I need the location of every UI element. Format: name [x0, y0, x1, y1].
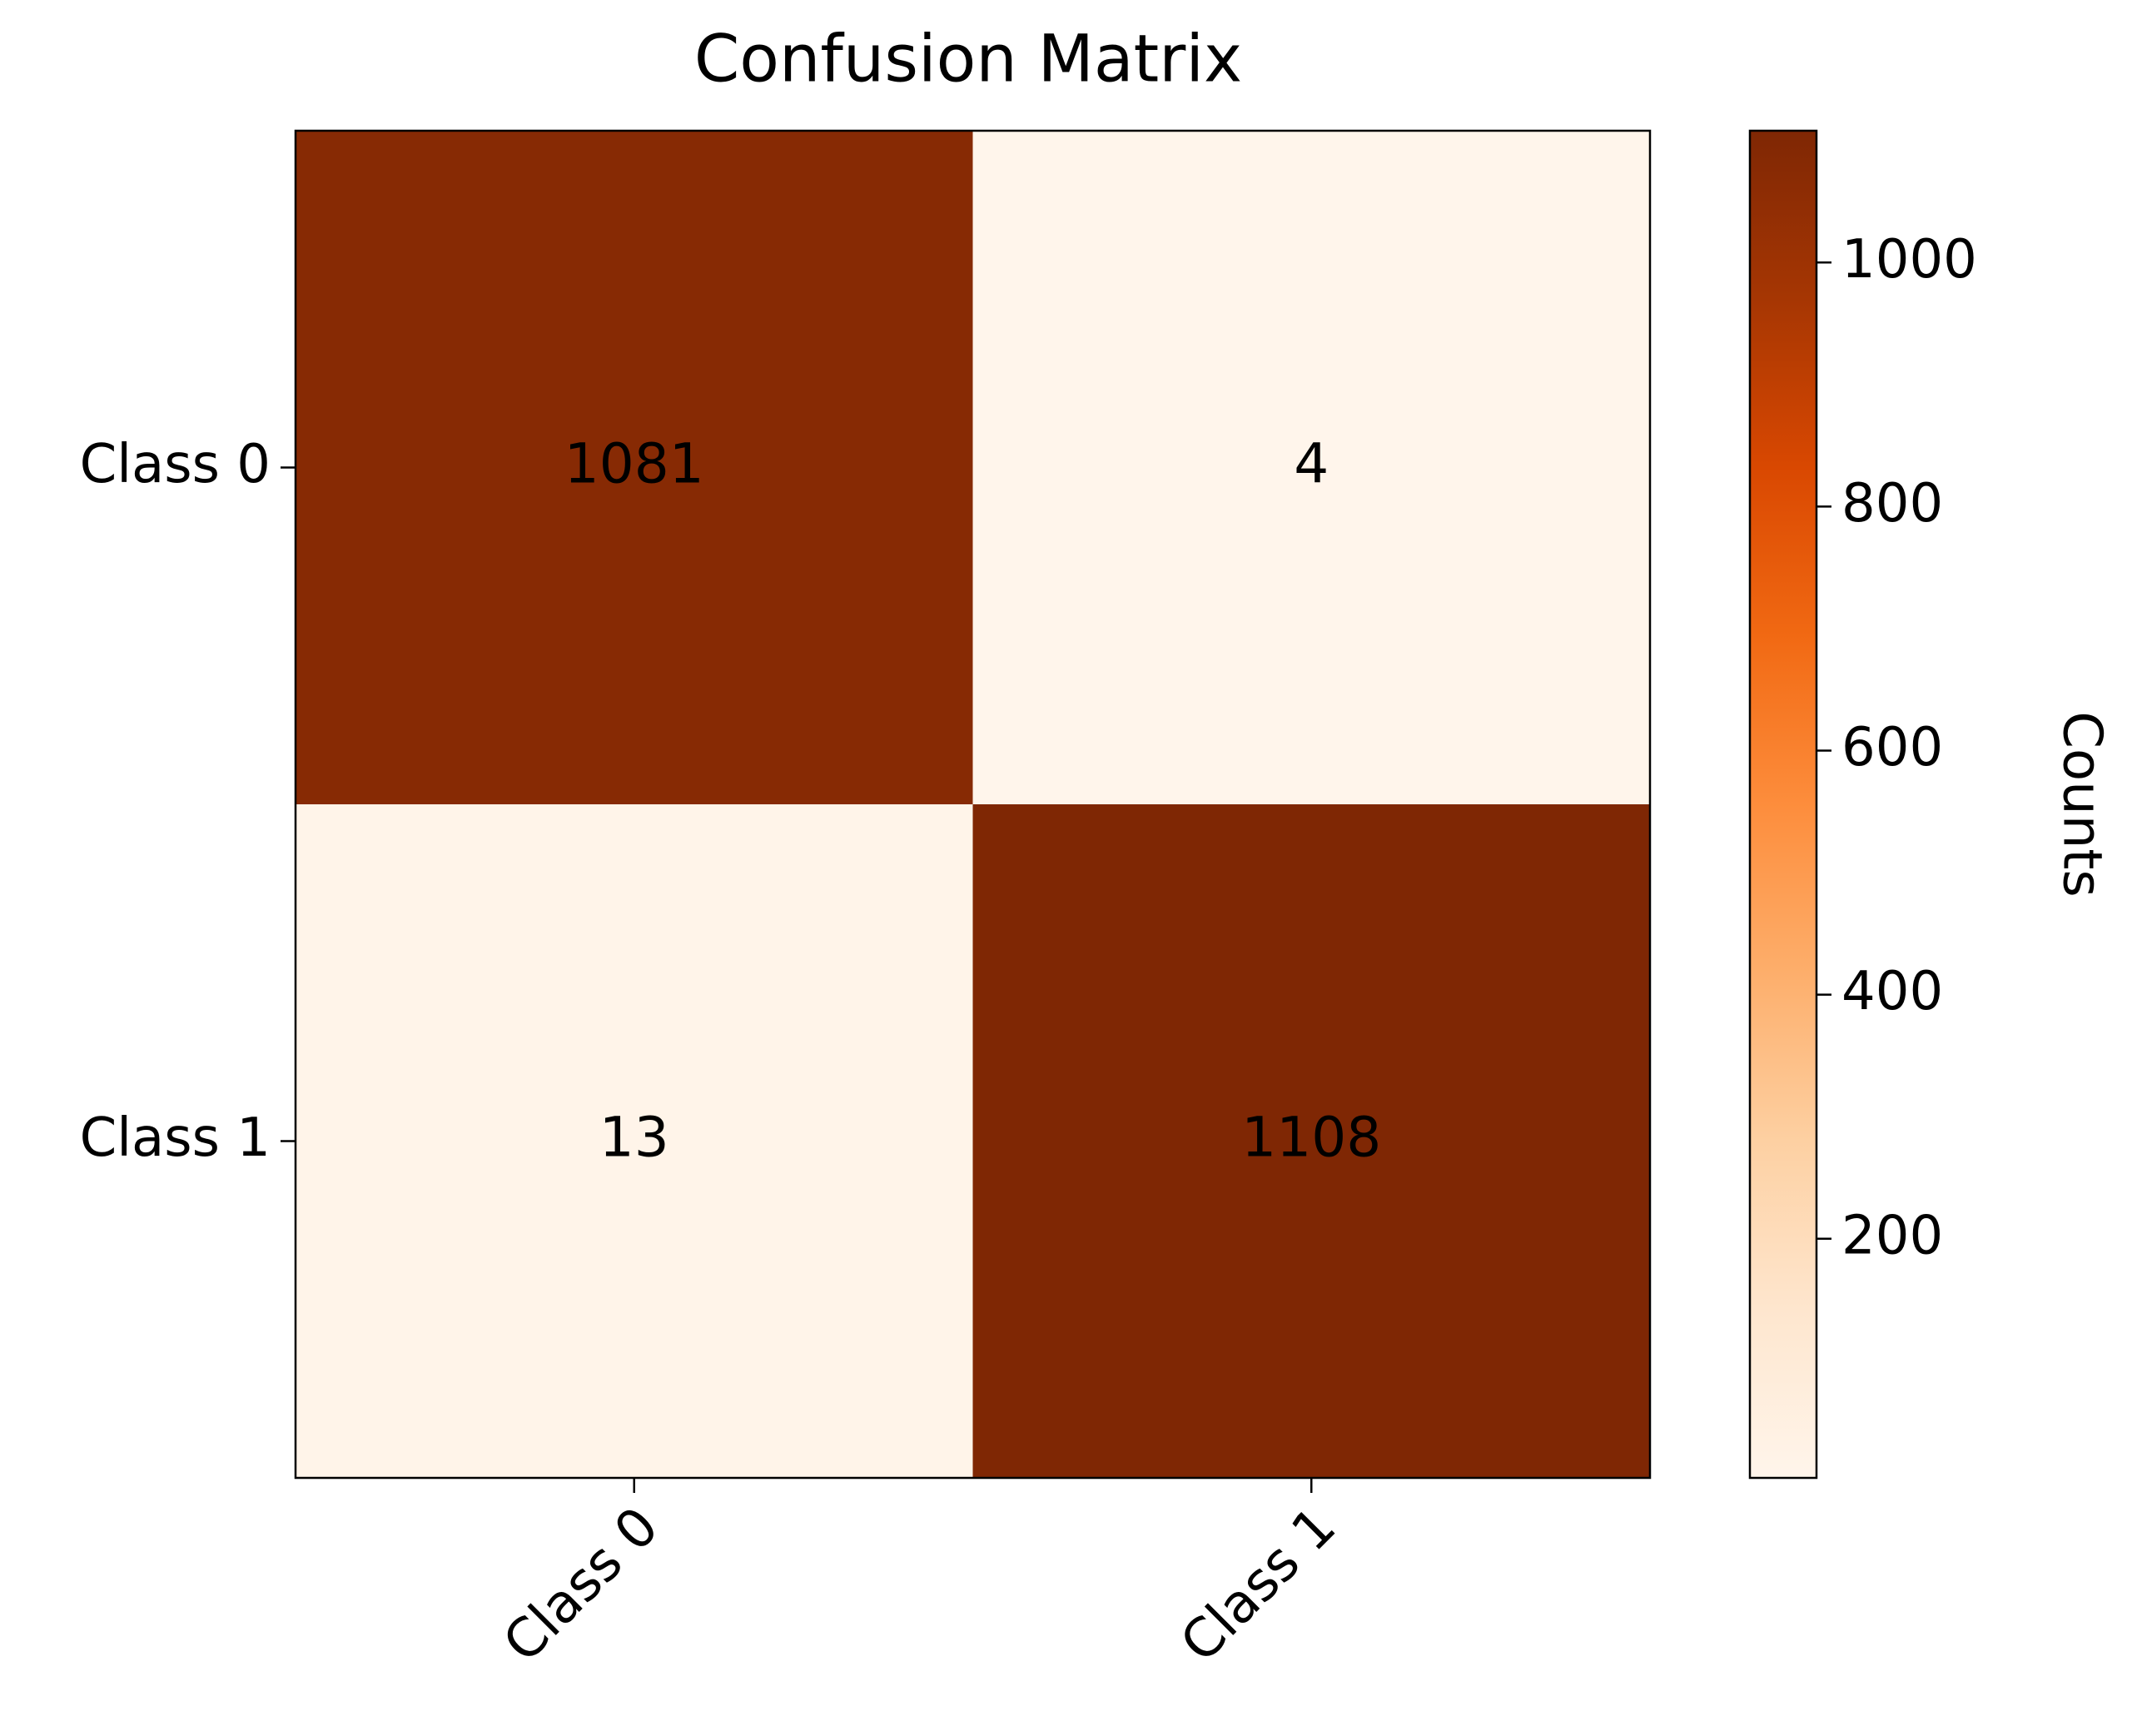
- colorbar: [1748, 129, 1818, 1480]
- colorbar-tick-label: 1000: [1841, 229, 1977, 291]
- cell-label: 1108: [1241, 1106, 1381, 1170]
- cell-label: 13: [599, 1106, 669, 1170]
- cell-label: 4: [1294, 432, 1329, 496]
- colorbar-tick-label: 800: [1841, 473, 1943, 535]
- x-tick-label: Class 1: [1169, 1495, 1348, 1674]
- heatmap-cell: [972, 131, 1650, 804]
- cell-label: 1081: [564, 432, 704, 496]
- colorbar-label: Counts: [2050, 711, 2112, 897]
- y-tick-label: Class 1: [80, 1107, 271, 1169]
- heatmap-cell: [296, 804, 973, 1478]
- colorbar-tick-label: 200: [1841, 1205, 1943, 1266]
- y-tick-label: Class 0: [80, 434, 271, 495]
- heatmap-cell: [972, 804, 1650, 1478]
- x-tick-label: Class 0: [492, 1495, 671, 1674]
- colorbar-tick-label: 400: [1841, 961, 1943, 1022]
- plot-frame: [294, 129, 1652, 1480]
- chart-title: Confusion Matrix: [694, 22, 1242, 97]
- heatmap-cell: [296, 131, 973, 804]
- colorbar-tick-label: 600: [1841, 717, 1943, 778]
